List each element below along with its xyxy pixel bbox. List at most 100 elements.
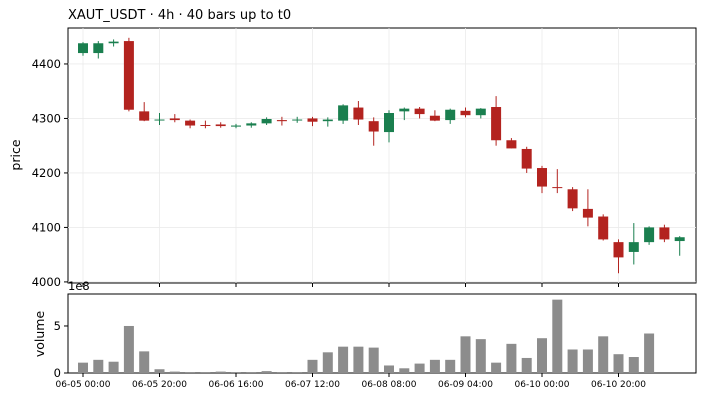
candle-body xyxy=(123,41,134,110)
candle-body xyxy=(292,119,303,121)
volume-bar xyxy=(200,372,211,373)
candle-body xyxy=(261,118,272,124)
volume-bar xyxy=(78,362,88,373)
candle-body xyxy=(154,119,165,121)
candles xyxy=(78,37,685,274)
candle-body xyxy=(185,120,196,126)
volume-bar xyxy=(491,362,502,373)
volume-tick-label: 0 xyxy=(54,366,61,380)
candle-body xyxy=(384,113,394,133)
price-tick-label: 4300 xyxy=(32,111,61,125)
candle-body xyxy=(628,242,639,252)
volume-panel-frame xyxy=(67,293,697,374)
candle-body xyxy=(521,148,532,169)
price-y-axis: 4000 4100 4200 4300 4400 xyxy=(32,57,68,289)
volume-bar xyxy=(384,365,394,373)
volume-bar xyxy=(338,346,349,373)
price-tick-label: 4200 xyxy=(32,166,61,180)
volume-bar xyxy=(261,371,272,373)
candle-body xyxy=(613,242,624,258)
candle-body xyxy=(368,121,379,132)
x-tick-label: 06-09 04:00 xyxy=(438,380,493,390)
volume-bar xyxy=(292,372,303,373)
candle-body xyxy=(567,189,578,209)
candle-body xyxy=(552,187,563,189)
candle-body xyxy=(215,124,226,127)
price-panel-frame xyxy=(67,27,697,284)
volume-bar xyxy=(552,299,563,373)
candle-body xyxy=(231,125,241,127)
x-tick-label: 06-05 20:00 xyxy=(132,380,187,390)
price-tick-label: 4100 xyxy=(32,220,61,234)
volume-bar xyxy=(506,343,517,373)
candle-body xyxy=(445,109,456,121)
volume-bar xyxy=(154,369,165,373)
candle-body xyxy=(414,108,425,115)
x-tick-label: 06-05 00:00 xyxy=(56,380,111,390)
volume-bar xyxy=(123,325,134,373)
volume-bar xyxy=(567,349,578,373)
candle-body xyxy=(78,43,88,54)
volume-bar xyxy=(460,336,471,373)
volume-bar xyxy=(307,359,318,373)
volume-bar xyxy=(429,359,440,373)
volume-y-axis: 05 xyxy=(54,319,68,380)
volume-bar xyxy=(537,338,547,373)
volume-bar xyxy=(246,372,257,373)
volume-bar xyxy=(644,333,655,373)
price-gridlines xyxy=(68,28,696,283)
volume-bar xyxy=(414,363,425,373)
candle-body xyxy=(399,108,410,112)
volume-bar xyxy=(628,357,639,373)
volume-bar xyxy=(322,352,333,373)
x-tick-label: 06-07 12:00 xyxy=(285,380,340,390)
volume-bar xyxy=(93,359,104,373)
x-axis: 06-05 00:00 06-05 20:00 06-06 16:00 06-07 1… xyxy=(56,283,646,390)
volume-bar xyxy=(108,361,119,373)
price-axis-label: price xyxy=(8,139,23,170)
volume-bars xyxy=(78,299,655,373)
chart-title: XAUT_USDT · 4h · 40 bars up to t0 xyxy=(68,8,291,23)
candle-body xyxy=(674,237,685,242)
candle-body xyxy=(307,118,318,122)
candle-body xyxy=(598,216,609,240)
candle-body xyxy=(338,105,349,121)
candle-body xyxy=(644,227,655,243)
candle-body xyxy=(582,208,593,218)
candle-body xyxy=(200,124,211,126)
candle-body xyxy=(169,118,180,121)
candle-body xyxy=(475,108,486,116)
candle-body xyxy=(246,123,257,126)
volume-bar xyxy=(215,371,226,373)
volume-bar xyxy=(231,372,241,373)
x-tick-label: 06-10 00:00 xyxy=(515,380,570,390)
volume-bar xyxy=(169,371,180,373)
candle-body xyxy=(353,107,364,120)
candle-body xyxy=(491,107,502,141)
volume-bar xyxy=(598,336,609,373)
volume-bar xyxy=(139,351,150,373)
candle-body xyxy=(537,168,547,187)
price-tick-label: 4000 xyxy=(32,275,61,289)
volume-bar xyxy=(521,357,532,373)
volume-bar xyxy=(445,359,456,373)
volume-offset-label: 1e8 xyxy=(68,279,90,293)
candle-body xyxy=(139,111,150,121)
x-tick-label: 06-08 08:00 xyxy=(362,380,417,390)
x-tick-label: 06-10 20:00 xyxy=(591,380,646,390)
volume-bar xyxy=(353,346,364,373)
candle-body xyxy=(93,43,104,54)
candle-body xyxy=(276,120,287,122)
candle-body xyxy=(108,41,119,44)
volume-tick-label: 5 xyxy=(54,319,61,333)
volume-axis-label: volume xyxy=(32,311,47,358)
candle-body xyxy=(659,227,670,240)
candle-body xyxy=(460,110,471,116)
volume-bar xyxy=(475,339,486,373)
volume-bar xyxy=(185,372,196,373)
volume-bar xyxy=(276,372,287,373)
volume-bar xyxy=(368,347,379,373)
volume-bar xyxy=(613,354,624,373)
candle-body xyxy=(429,115,440,121)
